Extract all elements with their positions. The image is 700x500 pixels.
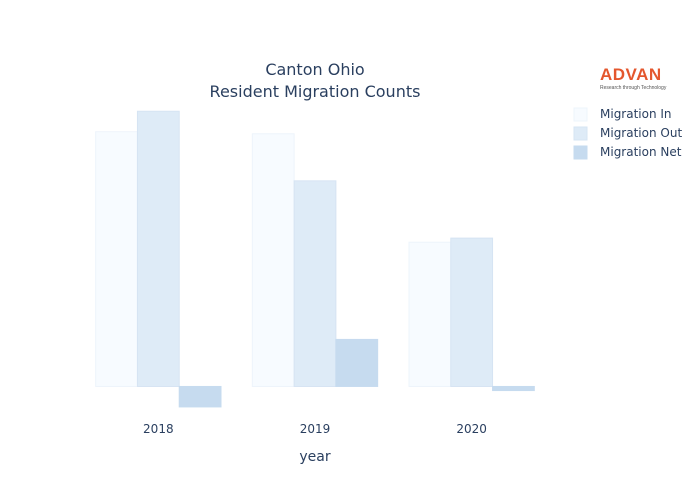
advan-logo: ADVAN Research through Technology bbox=[600, 65, 672, 92]
bar-migration-net-2018[interactable] bbox=[178, 385, 222, 408]
chart-title-line1: Canton Ohio bbox=[265, 60, 364, 79]
legend-swatch-migration-out[interactable] bbox=[573, 126, 588, 141]
x-tick-label: 2019 bbox=[300, 422, 331, 436]
bars-group bbox=[95, 110, 535, 408]
chart-title-line2: Resident Migration Counts bbox=[210, 82, 421, 101]
bar-migration-in-2019[interactable] bbox=[251, 133, 295, 387]
x-axis-title: year bbox=[299, 449, 330, 465]
bar-migration-in-2018[interactable] bbox=[95, 131, 138, 387]
legend-swatch-migration-in[interactable] bbox=[573, 107, 588, 122]
legend[interactable]: Migration In Migration Out Migration Net bbox=[573, 107, 682, 160]
legend-swatch-migration-net[interactable] bbox=[573, 145, 588, 160]
x-tick-label: 2018 bbox=[143, 422, 174, 436]
legend-label-migration-in[interactable]: Migration In bbox=[600, 107, 672, 121]
bar-migration-in-2020[interactable] bbox=[408, 241, 452, 387]
bar-migration-net-2020[interactable] bbox=[492, 385, 535, 392]
logo-tagline: Research through Technology bbox=[600, 85, 667, 91]
bar-migration-out-2020[interactable] bbox=[450, 237, 494, 387]
legend-label-migration-net[interactable]: Migration Net bbox=[600, 145, 682, 159]
legend-label-migration-out[interactable]: Migration Out bbox=[600, 126, 682, 140]
bar-migration-out-2019[interactable] bbox=[293, 180, 337, 387]
bar-migration-net-2019[interactable] bbox=[335, 338, 379, 387]
x-ticks: 2018 2019 2020 bbox=[143, 422, 487, 436]
x-tick-label: 2020 bbox=[456, 422, 487, 436]
bar-migration-out-2018[interactable] bbox=[136, 110, 180, 387]
logo-name: ADVAN bbox=[600, 65, 662, 84]
